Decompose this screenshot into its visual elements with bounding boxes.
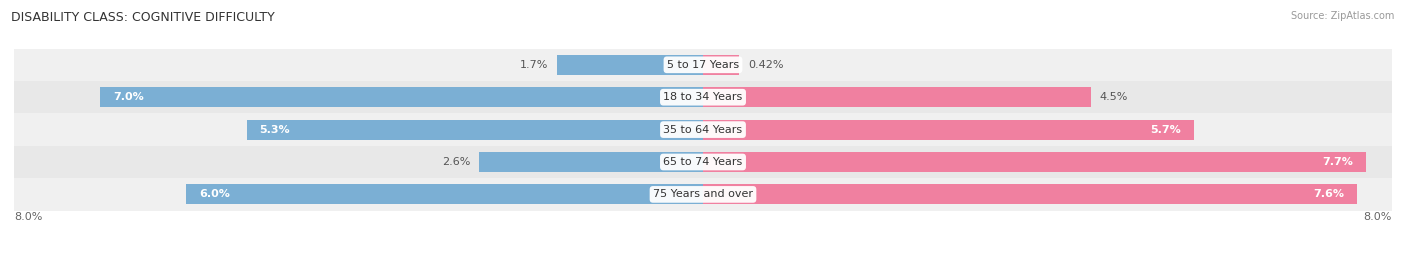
Text: 5 to 17 Years: 5 to 17 Years [666, 60, 740, 70]
Text: 18 to 34 Years: 18 to 34 Years [664, 92, 742, 102]
Text: 35 to 64 Years: 35 to 64 Years [664, 124, 742, 135]
Bar [557, 55, 703, 75]
Bar [186, 184, 703, 204]
Text: 0.42%: 0.42% [748, 60, 783, 70]
Bar [703, 120, 1194, 140]
Bar [14, 49, 1392, 81]
Text: 8.0%: 8.0% [14, 212, 42, 222]
Text: 2.6%: 2.6% [441, 157, 471, 167]
Bar [14, 113, 1392, 146]
Bar [703, 184, 1358, 204]
Text: DISABILITY CLASS: COGNITIVE DIFFICULTY: DISABILITY CLASS: COGNITIVE DIFFICULTY [11, 11, 276, 24]
Text: 75 Years and over: 75 Years and over [652, 189, 754, 200]
Text: 5.7%: 5.7% [1150, 124, 1181, 135]
Bar [14, 146, 1392, 178]
Bar [703, 152, 1367, 172]
Text: 7.0%: 7.0% [112, 92, 143, 102]
Bar [703, 55, 740, 75]
Bar [479, 152, 703, 172]
Text: 65 to 74 Years: 65 to 74 Years [664, 157, 742, 167]
Text: 6.0%: 6.0% [200, 189, 231, 200]
Text: 8.0%: 8.0% [1364, 212, 1392, 222]
Legend: Male, Female: Male, Female [636, 266, 770, 270]
Text: 7.7%: 7.7% [1322, 157, 1353, 167]
Bar [246, 120, 703, 140]
Bar [14, 178, 1392, 211]
Bar [100, 87, 703, 107]
Bar [703, 87, 1091, 107]
Text: Source: ZipAtlas.com: Source: ZipAtlas.com [1291, 11, 1395, 21]
Text: 4.5%: 4.5% [1099, 92, 1128, 102]
Bar [14, 81, 1392, 113]
Text: 7.6%: 7.6% [1313, 189, 1344, 200]
Text: 1.7%: 1.7% [520, 60, 548, 70]
Text: 5.3%: 5.3% [260, 124, 290, 135]
